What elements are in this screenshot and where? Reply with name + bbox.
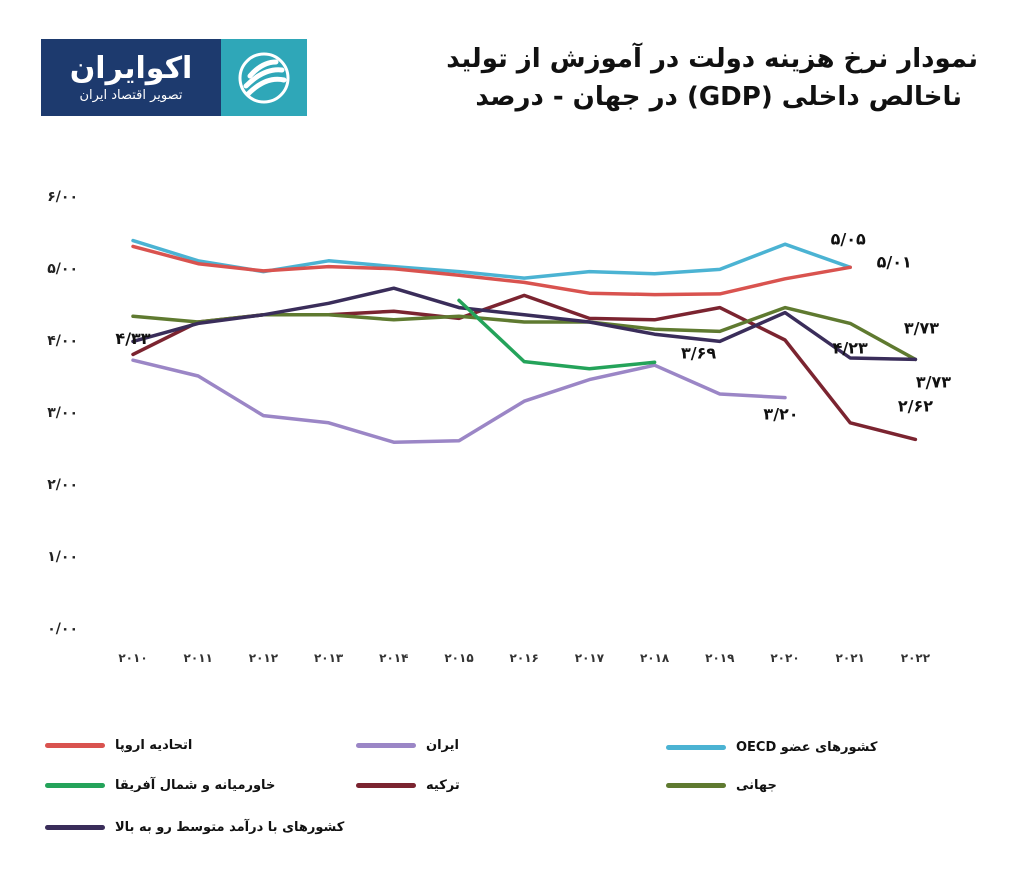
legend-swatch (356, 742, 416, 748)
data-label: ۳/۲۰ (763, 405, 798, 424)
legend-label: خاورمیانه و شمال آفریقا (115, 777, 276, 793)
chart-title-line-1: نمودار نرخ هزینه دولت در آموزش از تولید (446, 44, 978, 74)
legend-item: کشورهای با درآمد متوسط رو به بالا (45, 816, 344, 838)
logo-name: اکوایران (69, 50, 193, 86)
chart-title: نمودار نرخ هزینه دولت در آموزش از تولید … (358, 40, 978, 116)
legend-label: اتحادیه اروپا (115, 737, 193, 753)
legend-swatch (356, 782, 416, 788)
data-label: ۴/۳۳ (115, 329, 150, 348)
logo-mark-icon (221, 39, 307, 116)
logo: اکوایران تصویر اقتصاد ایران (41, 39, 307, 116)
logo-tagline: تصویر اقتصاد ایران (79, 87, 183, 103)
legend-label: جهانی (736, 777, 777, 793)
legend-swatch (666, 744, 726, 750)
y-tick-label: ۲/۰۰ (47, 477, 78, 493)
legend-swatch (45, 742, 105, 748)
legend-label: کشورهای عضو OECD (736, 739, 878, 755)
legend-label: کشورهای با درآمد متوسط رو به بالا (115, 819, 345, 835)
data-label: ۵/۰۱ (877, 252, 912, 271)
legend-item: کشورهای عضو OECD (666, 736, 877, 758)
x-tick-label: ۲۰۱۵ (444, 651, 473, 665)
y-tick-label: ۰/۰۰ (47, 621, 78, 637)
chart-title-line-2: ناخالص داخلی (GDP) در جهان - درصد (475, 82, 962, 112)
legend-swatch (45, 782, 105, 788)
legend-item: جهانی (666, 774, 777, 796)
legend-swatch (666, 782, 726, 788)
x-tick-label: ۲۰۲۲ (901, 651, 931, 665)
line-chart: ۰/۰۰ ۱/۰۰ ۲/۰۰ ۳/۰۰ ۴/۰۰ ۵/۰۰ ۶/۰۰ ۲۰۱۰ ۲۰۱۱ ۲۰۱۲… (47, 189, 951, 665)
legend-swatch (45, 824, 105, 830)
y-tick-label: ۴/۰۰ (47, 333, 78, 349)
data-label: ۵/۰۵ (831, 229, 866, 248)
series-line (457, 298, 657, 371)
x-tick-label: ۲۰۲۱ (836, 651, 865, 665)
legend-item: خاورمیانه و شمال آفریقا (45, 774, 275, 796)
series-line (131, 286, 918, 362)
data-label: ۳/۶۹ (681, 343, 716, 362)
logo-text-block: اکوایران تصویر اقتصاد ایران (41, 39, 221, 116)
x-tick-label: ۲۰۱۷ (575, 651, 605, 665)
legend-item: ترکیه (356, 774, 460, 796)
series-line (131, 238, 852, 280)
x-tick-label: ۲۰۱۰ (118, 651, 147, 665)
legend-item: اتحادیه اروپا (45, 734, 192, 756)
series-line (131, 244, 852, 297)
x-tick-label: ۲۰۱۳ (314, 651, 344, 665)
x-tick-label: ۲۰۱۹ (705, 651, 735, 665)
x-tick-label: ۲۰۱۱ (184, 651, 213, 665)
series-line (131, 358, 787, 444)
y-tick-label: ۳/۰۰ (47, 405, 78, 421)
x-tick-label: ۲۰۱۸ (640, 651, 670, 665)
legend: اتحادیه اروپا ایران کشورهای عضو OECD خاو… (0, 720, 1012, 850)
legend-label: ایران (426, 737, 459, 753)
y-tick-label: ۵/۰۰ (47, 261, 78, 277)
x-tick-label: ۲۰۲۰ (770, 651, 799, 665)
x-tick-label: ۲۰۱۲ (249, 651, 279, 665)
y-tick-label: ۱/۰۰ (47, 549, 78, 565)
data-label: ۲/۶۲ (898, 396, 933, 415)
data-label: ۳/۷۳ (916, 372, 951, 391)
data-label: ۴/۲۳ (833, 338, 868, 357)
legend-item: ایران (356, 734, 459, 756)
x-tick-label: ۲۰۱۴ (379, 651, 408, 665)
x-tick-label: ۲۰۱۶ (510, 651, 539, 665)
y-tick-label: ۶/۰۰ (47, 189, 78, 205)
legend-label: ترکیه (426, 777, 460, 793)
data-label: ۳/۷۳ (904, 318, 939, 337)
